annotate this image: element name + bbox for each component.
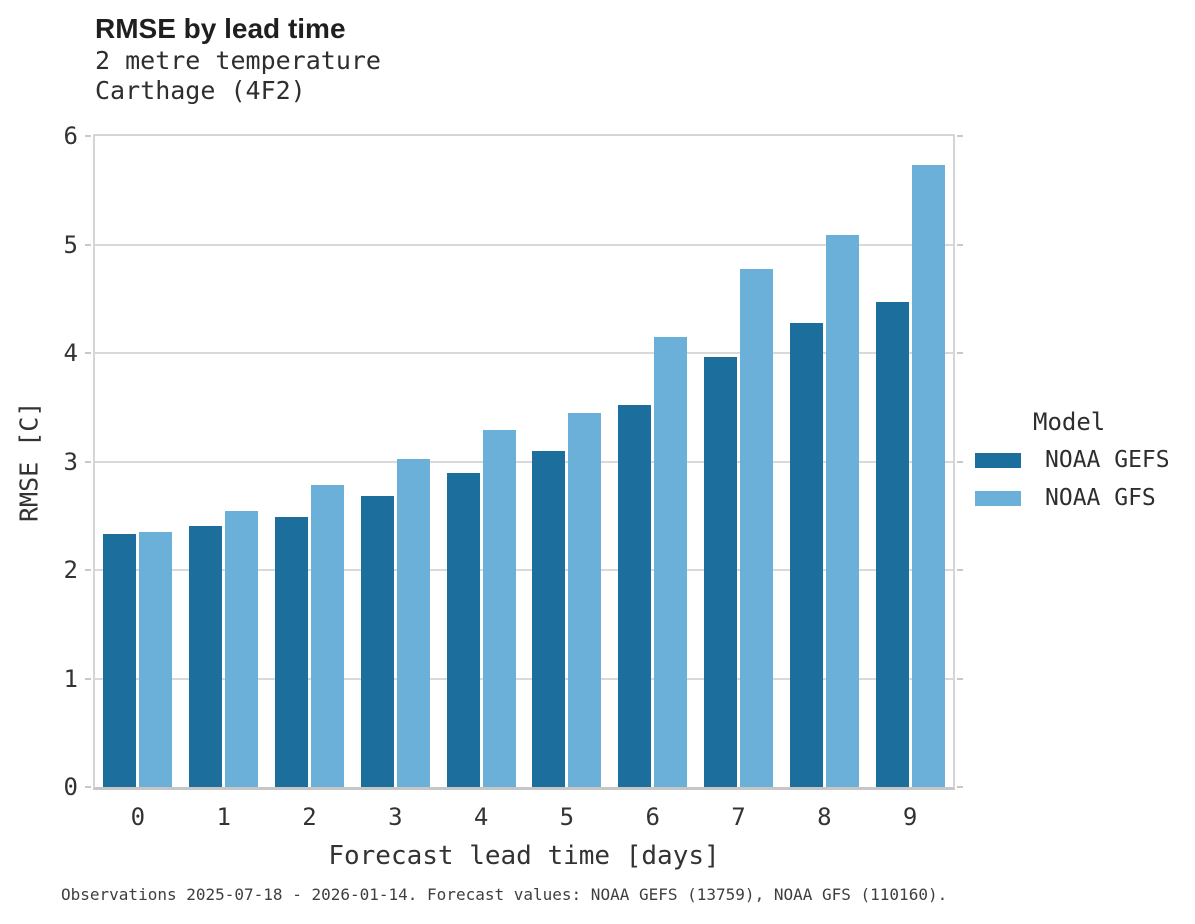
- x-tick-label-9: 9: [902, 803, 918, 831]
- bar-noaa-gefs-lead9: [875, 302, 909, 787]
- bar-noaa-gefs-lead6: [618, 405, 652, 787]
- y-tick-mark-left-3: [85, 460, 91, 463]
- caption: Observations 2025-07-18 - 2026-01-14. Fo…: [61, 885, 948, 904]
- y-tick-mark-right-0: [957, 786, 963, 788]
- bar-noaa-gfs-lead8: [825, 234, 859, 787]
- y-tick-label-5: 5: [63, 230, 78, 259]
- legend-swatch-icon: [975, 452, 1021, 468]
- legend: Model NOAA GEFS NOAA GFS: [975, 408, 1190, 524]
- x-tick-label-7: 7: [731, 803, 746, 831]
- chart-subtitle-variable: 2 metre temperature: [95, 46, 381, 75]
- y-tick-mark-left-4: [85, 352, 91, 354]
- bar-noaa-gfs-lead4: [482, 430, 516, 787]
- y-tick-mark-left-5: [85, 243, 91, 246]
- bar-noaa-gefs-lead4: [446, 473, 480, 787]
- x-tick-label-5: 5: [559, 803, 575, 831]
- y-axis-tick-labels: 0 1 2 3 4 5 6: [0, 122, 78, 801]
- bar-noaa-gefs-lead5: [532, 450, 566, 787]
- bar-noaa-gefs-lead7: [704, 357, 737, 787]
- plot-area: [85, 134, 963, 790]
- bar-noaa-gefs-lead3: [360, 496, 394, 787]
- y-tick-mark-right-4: [957, 352, 963, 354]
- y-tick-mark-left-2: [85, 569, 91, 571]
- bar-noaa-gefs-lead2: [275, 516, 308, 787]
- bar-noaa-gefs-lead0: [103, 534, 137, 787]
- x-axis-label: Forecast lead time [days]: [328, 841, 720, 871]
- chart-subtitle-location: Carthage (4F2): [95, 76, 306, 105]
- x-tick-label-1: 1: [216, 803, 231, 831]
- x-tick-label-2: 2: [302, 803, 317, 831]
- gridline-y5: [95, 243, 953, 246]
- y-tick-mark-left-6: [85, 135, 91, 137]
- y-tick-mark-left-0: [85, 786, 91, 788]
- legend-items: NOAA GEFS NOAA GFS: [975, 447, 1190, 511]
- gridline-y3: [95, 460, 953, 463]
- legend-title: Model: [1033, 408, 1106, 436]
- chart-header: RMSE by lead time 2 metre temperature Ca…: [95, 12, 381, 106]
- bar-noaa-gfs-lead1: [225, 511, 259, 787]
- gridline-y4: [95, 352, 953, 354]
- bar-noaa-gfs-lead5: [568, 412, 602, 787]
- bar-noaa-gefs-lead8: [789, 322, 823, 787]
- y-tick-mark-right-2: [957, 569, 963, 571]
- x-tick-label-6: 6: [645, 803, 660, 831]
- y-tick-mark-left-1: [85, 677, 91, 680]
- bar-noaa-gfs-lead6: [654, 336, 688, 787]
- x-tick-label-0: 0: [130, 803, 146, 831]
- x-tick-label-3: 3: [388, 803, 403, 831]
- bar-noaa-gefs-lead1: [189, 525, 223, 787]
- y-tick-mark-right-1: [957, 677, 963, 680]
- legend-label: NOAA GEFS: [1045, 447, 1170, 473]
- y-tick-label-0: 0: [63, 773, 78, 801]
- legend-item-noaa-gfs: NOAA GFS: [975, 485, 1190, 511]
- y-tick-mark-right-3: [957, 460, 963, 463]
- bar-noaa-gfs-lead0: [139, 532, 173, 787]
- gridline-y1: [95, 677, 953, 680]
- y-tick-label-4: 4: [63, 339, 78, 367]
- plot-inner: [85, 135, 963, 788]
- gridline-y2: [95, 569, 953, 571]
- x-axis-tick-labels: 0 1 2 3 4 5 6 7 8 9: [95, 803, 953, 833]
- bar-noaa-gfs-lead7: [740, 269, 773, 787]
- y-tick-mark-right-5: [957, 243, 963, 246]
- y-tick-label-2: 2: [63, 556, 78, 584]
- x-tick-label-4: 4: [473, 803, 489, 831]
- y-tick-mark-right-6: [957, 135, 963, 137]
- bar-noaa-gfs-lead9: [911, 165, 945, 787]
- bar-noaa-gfs-lead3: [396, 459, 430, 787]
- legend-swatch-icon: [975, 490, 1021, 506]
- chart-title: RMSE by lead time: [95, 13, 346, 44]
- y-tick-label-3: 3: [63, 447, 78, 476]
- legend-label: NOAA GFS: [1045, 485, 1156, 511]
- bar-noaa-gfs-lead2: [311, 485, 344, 787]
- y-tick-label-1: 1: [63, 664, 78, 693]
- y-tick-label-6: 6: [63, 122, 78, 150]
- legend-item-noaa-gefs: NOAA GEFS: [975, 447, 1190, 473]
- x-tick-label-8: 8: [817, 803, 832, 831]
